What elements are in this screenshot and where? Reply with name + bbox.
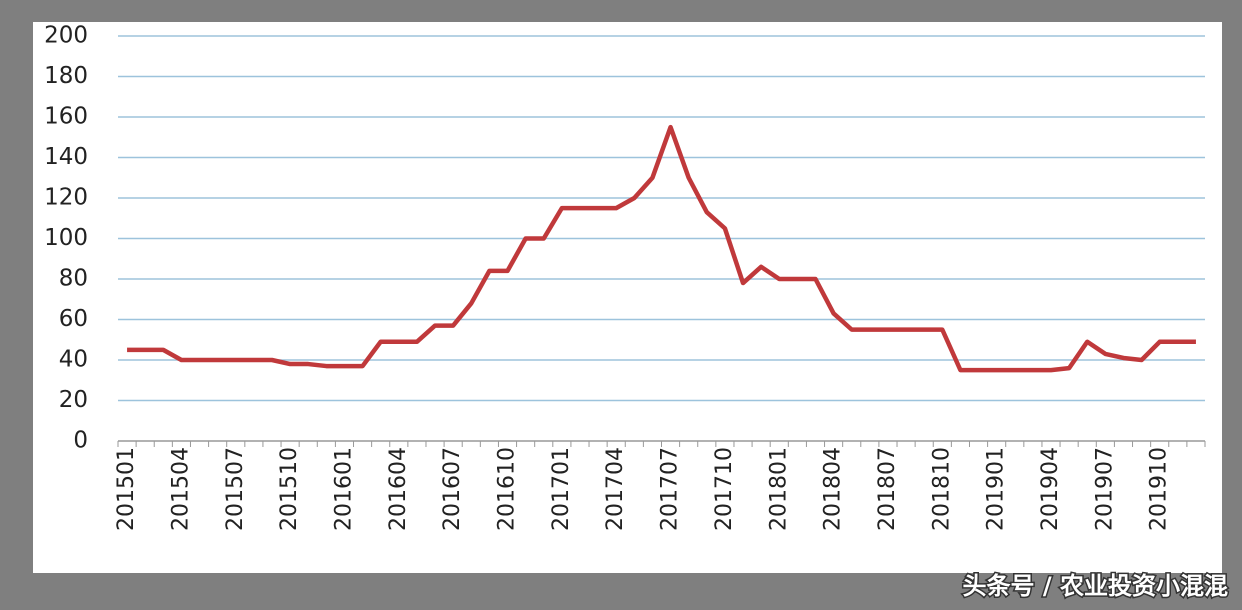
x-tick-label: 201610	[495, 447, 520, 531]
x-tick-label: 201801	[766, 447, 791, 531]
y-tick-label: 200	[44, 23, 88, 49]
y-tick-label: 160	[44, 104, 88, 130]
x-tick-label: 201601	[331, 447, 356, 531]
x-tick-label: 201910	[1147, 447, 1172, 531]
x-tick-label: 201804	[821, 447, 846, 531]
x-tick-label: 201707	[658, 447, 683, 531]
y-tick-label: 0	[73, 428, 88, 454]
y-tick-label: 40	[59, 347, 88, 373]
y-tick-label: 120	[44, 185, 88, 211]
x-tick-label: 201604	[386, 447, 411, 531]
x-tick-label: 201904	[1038, 447, 1063, 531]
y-tick-label: 20	[59, 387, 88, 413]
plot-background	[33, 22, 1222, 573]
y-tick-label: 100	[44, 225, 88, 251]
watermark: 头条号 / 农业投资小混混	[963, 572, 1228, 600]
data-line	[127, 124, 1196, 373]
y-tick-label: 60	[59, 306, 88, 332]
x-tick-label: 201504	[168, 447, 193, 531]
y-tick-label: 180	[44, 63, 88, 89]
x-tick-label: 201501	[114, 447, 139, 531]
x-tick-label: 201807	[875, 447, 900, 531]
x-tick-label: 201907	[1092, 447, 1117, 531]
x-tick-label: 201704	[603, 447, 628, 531]
x-tick-label: 201810	[929, 447, 954, 531]
x-tick-label: 201507	[223, 447, 248, 531]
x-tick-label: 201701	[549, 447, 574, 531]
x-tick-label: 201710	[712, 447, 737, 531]
x-tick-label: 201901	[984, 447, 1009, 531]
x-tick-label: 201510	[277, 447, 302, 531]
y-tick-label: 140	[44, 144, 88, 170]
x-tick-label: 201607	[440, 447, 465, 531]
y-tick-label: 80	[59, 266, 88, 292]
